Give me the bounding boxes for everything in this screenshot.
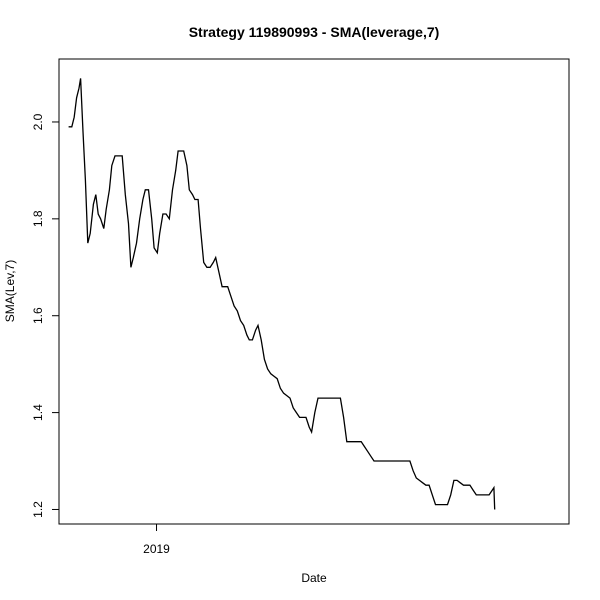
y-tick-label-4: 2.0 [31, 113, 45, 130]
x-axis: 2019 [143, 524, 170, 556]
series-line-0 [68, 78, 496, 510]
chart-title: Strategy 119890993 - SMA(leverage,7) [189, 24, 440, 40]
y-axis-label: SMA(Lev,7) [3, 260, 17, 322]
plot-area [58, 58, 570, 525]
x-tick-label-0: 2019 [143, 542, 170, 556]
plot-frame [58, 58, 570, 525]
series-layer [68, 78, 496, 510]
y-tick-label-0: 1.2 [31, 501, 45, 518]
y-tick-label-3: 1.8 [31, 210, 45, 227]
x-axis-label: Date [301, 571, 327, 585]
y-tick-label-2: 1.6 [31, 307, 45, 324]
y-axis: 1.2 1.4 1.6 1.8 2.0 [31, 113, 59, 518]
y-tick-label-1: 1.4 [31, 404, 45, 421]
